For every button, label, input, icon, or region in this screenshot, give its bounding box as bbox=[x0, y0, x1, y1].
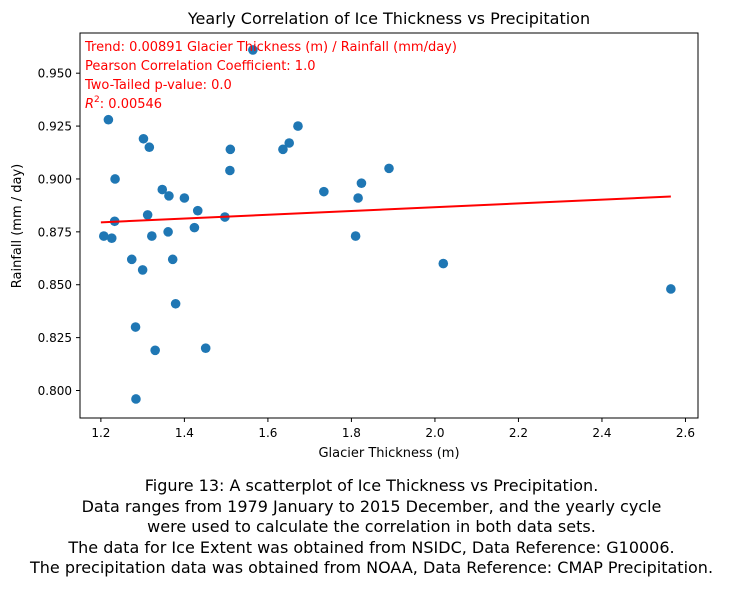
r-squared-superscript: 2 bbox=[94, 95, 100, 105]
data-point bbox=[192, 205, 203, 216]
y-tick-label: 0.800 bbox=[38, 384, 72, 398]
data-point bbox=[144, 142, 155, 153]
data-point bbox=[147, 231, 157, 241]
x-tick-label: 1.8 bbox=[342, 426, 361, 440]
plot-frame bbox=[79, 32, 699, 419]
plot-area: 1.2 1.4 1.6 1.8 2.0 2.2 2.4 2.6 0.800 0.825 0.850 0… bbox=[38, 32, 699, 440]
data-point bbox=[106, 233, 117, 243]
data-point bbox=[319, 186, 329, 197]
data-point bbox=[99, 231, 109, 241]
data-point bbox=[200, 343, 211, 353]
stat-annotation: R2: 0.00546 bbox=[85, 95, 162, 112]
figure-caption: Figure 13: A scatterplot of Ice Thicknes… bbox=[0, 476, 743, 579]
caption-line: were used to calculate the correlation i… bbox=[147, 517, 596, 536]
chart-title: Yearly Correlation of Ice Thickness vs P… bbox=[187, 9, 590, 28]
stat-annotation: Pearson Correlation Coefficient: 1.0 bbox=[85, 59, 315, 74]
x-tick-label: 1.4 bbox=[175, 426, 194, 440]
data-point bbox=[157, 184, 168, 195]
data-point bbox=[293, 121, 303, 131]
x-tick-label: 2.4 bbox=[592, 426, 611, 440]
data-point bbox=[126, 254, 137, 265]
data-point bbox=[150, 345, 160, 356]
y-tick-label: 0.875 bbox=[38, 225, 72, 239]
y-tick-label: 0.925 bbox=[38, 120, 72, 134]
data-point bbox=[350, 231, 361, 241]
data-point bbox=[167, 254, 178, 265]
data-point bbox=[438, 258, 449, 269]
y-axis-label: Rainfall (mm / day) bbox=[10, 164, 25, 289]
caption-line: Figure 13: A scatterplot of Ice Thicknes… bbox=[144, 476, 599, 495]
trend-line bbox=[100, 195, 671, 224]
caption-line: The precipitation data was obtained from… bbox=[29, 558, 714, 577]
data-point bbox=[384, 163, 394, 174]
caption-line: The data for Ice Extent was obtained fro… bbox=[68, 537, 675, 557]
x-tick-label: 1.2 bbox=[91, 426, 110, 440]
x-tick-label: 2.0 bbox=[425, 426, 444, 440]
data-point bbox=[225, 144, 236, 155]
data-point bbox=[179, 193, 190, 203]
y-tick-label: 0.900 bbox=[38, 172, 72, 186]
data-point bbox=[278, 144, 288, 155]
stat-annotation: Trend: 0.00891 Glacier Thickness (m) / R… bbox=[84, 40, 457, 55]
data-point bbox=[163, 227, 173, 237]
data-point bbox=[170, 298, 181, 309]
data-point bbox=[225, 165, 235, 176]
x-tick-label: 1.6 bbox=[258, 426, 277, 440]
data-point bbox=[353, 193, 363, 203]
data-point bbox=[356, 178, 367, 188]
data-point bbox=[248, 45, 258, 55]
data-point bbox=[164, 191, 174, 201]
x-tick-label: 2.2 bbox=[509, 426, 528, 440]
r-squared-value: : 0.00546 bbox=[100, 97, 162, 112]
data-point bbox=[137, 265, 148, 275]
stat-annotation: Two-Tailed p-value: 0.0 bbox=[84, 78, 232, 93]
caption-line: Data ranges from 1979 January to 2015 De… bbox=[81, 496, 662, 516]
data-point bbox=[103, 114, 114, 125]
data-point bbox=[110, 174, 120, 184]
data-point bbox=[138, 133, 149, 144]
data-point bbox=[130, 322, 141, 332]
data-point bbox=[284, 138, 295, 148]
y-tick-label: 0.825 bbox=[38, 331, 72, 345]
data-point bbox=[142, 210, 153, 220]
x-axis-label: Glacier Thickness (m) bbox=[318, 446, 459, 461]
y-tick-label: 0.850 bbox=[38, 278, 72, 292]
x-tick-label: 2.6 bbox=[676, 426, 695, 440]
data-point bbox=[666, 284, 676, 294]
data-point bbox=[131, 394, 141, 404]
r-squared-symbol: R bbox=[85, 97, 94, 112]
y-tick-label: 0.950 bbox=[38, 67, 72, 81]
data-point bbox=[189, 222, 200, 233]
